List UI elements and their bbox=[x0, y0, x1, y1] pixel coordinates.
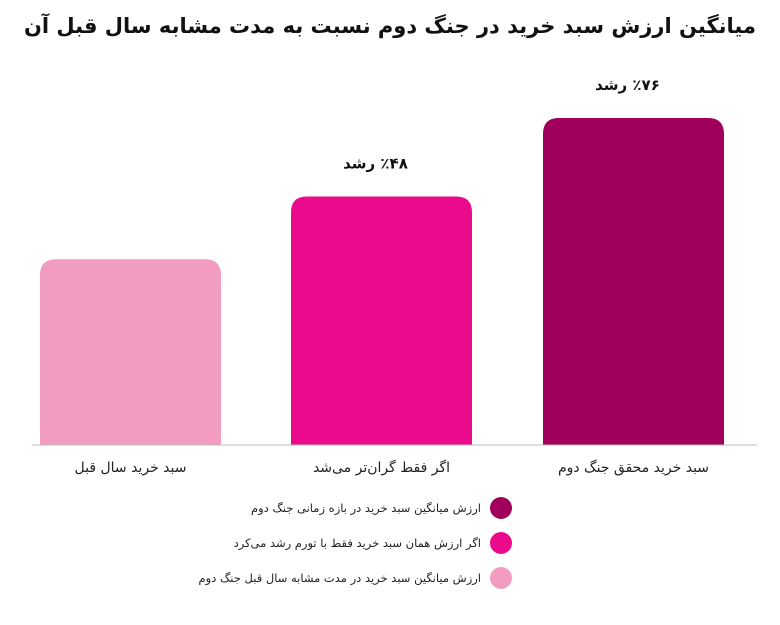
legend-label: ارزش میانگین سبد خرید در مدت مشابه سال ق… bbox=[198, 571, 481, 585]
category-label: سبد خرید سال قبل bbox=[75, 460, 187, 476]
legend-swatch bbox=[490, 567, 512, 589]
category-label: سبد خرید محقق جنگ دوم bbox=[558, 459, 709, 476]
legend-label: اگر ارزش همان سبد خرید فقط با تورم رشد م… bbox=[233, 536, 481, 550]
bar bbox=[543, 118, 724, 445]
legend-item: ارزش میانگین سبد خرید در مدت مشابه سال ق… bbox=[199, 567, 512, 589]
bar bbox=[291, 196, 472, 445]
data-label: ٪۷۶ رشد bbox=[595, 76, 660, 94]
legend-item: اگر ارزش همان سبد خرید فقط با تورم رشد م… bbox=[199, 532, 512, 554]
bar bbox=[40, 259, 221, 445]
legend-swatch bbox=[490, 497, 512, 519]
category-label: اگر فقط گران‌تر می‌شد bbox=[313, 459, 450, 476]
data-label: ٪۴۸ رشد bbox=[343, 154, 408, 172]
legend-item: ارزش میانگین سبد خرید در بازه زمانی جنگ … bbox=[199, 497, 512, 519]
legend-swatch bbox=[490, 532, 512, 554]
legend: ارزش میانگین سبد خرید در بازه زمانی جنگ … bbox=[199, 497, 512, 602]
legend-label: ارزش میانگین سبد خرید در بازه زمانی جنگ … bbox=[251, 501, 481, 515]
chart-title: میانگین ارزش سبد خرید در جنگ دوم نسبت به… bbox=[23, 14, 757, 38]
